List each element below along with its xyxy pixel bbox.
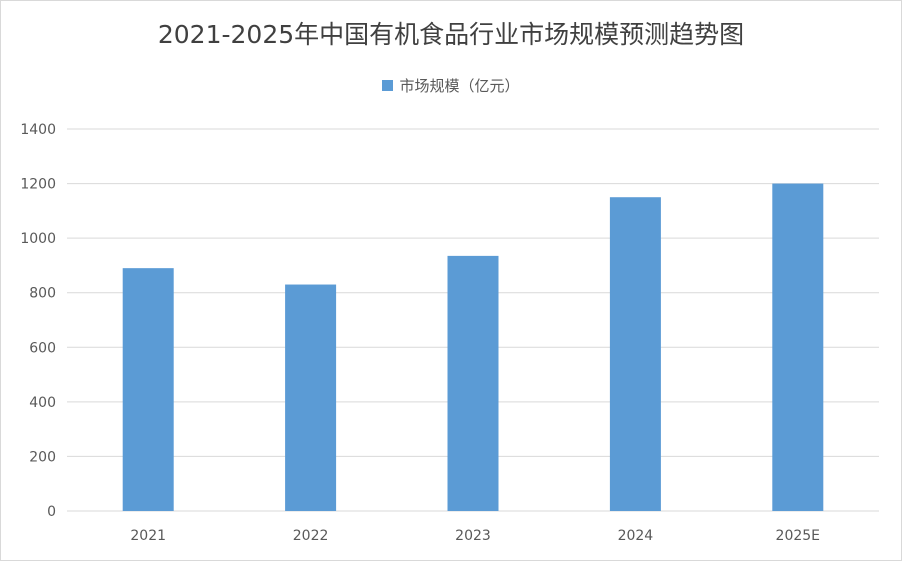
bar <box>122 268 174 511</box>
y-tick-label: 1400 <box>20 122 56 138</box>
bar <box>609 197 661 511</box>
x-tick-label: 2022 <box>293 528 329 544</box>
chart-title: 2021-2025年中国有机食品行业市场规模预测趋势图 <box>157 20 745 49</box>
y-axis-ticks: 0 200 400 600 800 1000 1200 1400 <box>20 122 56 520</box>
y-tick-label: 200 <box>29 449 56 465</box>
bar <box>447 255 499 511</box>
chart-legend: 市场规模（亿元） <box>1 75 901 96</box>
y-tick-label: 1200 <box>20 177 56 193</box>
x-tick-label: 2024 <box>618 528 654 544</box>
y-tick-label: 800 <box>29 286 56 302</box>
y-tick-label: 400 <box>29 395 56 411</box>
legend-swatch <box>382 80 394 91</box>
bars <box>122 183 824 512</box>
bar <box>285 284 337 511</box>
bar <box>772 183 824 512</box>
legend-label: 市场规模（亿元） <box>399 77 520 95</box>
x-axis-ticks: 2021 2022 2023 2024 2025E <box>130 528 820 544</box>
y-tick-label: 0 <box>47 504 56 520</box>
y-tick-label: 600 <box>29 340 56 356</box>
x-tick-label: 2025E <box>776 528 820 544</box>
x-tick-label: 2021 <box>130 528 166 544</box>
y-tick-label: 1000 <box>20 231 56 247</box>
x-tick-label: 2023 <box>455 528 491 544</box>
